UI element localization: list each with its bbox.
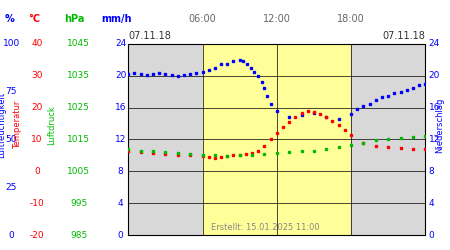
Text: 8: 8 <box>118 167 123 176</box>
Text: 4: 4 <box>429 198 435 207</box>
Text: 16: 16 <box>429 103 441 112</box>
Text: 20: 20 <box>115 71 126 80</box>
Text: 24: 24 <box>429 39 440 48</box>
Text: 995: 995 <box>70 198 87 207</box>
Text: 0: 0 <box>429 230 435 239</box>
Text: 25: 25 <box>5 183 17 192</box>
Text: 1005: 1005 <box>67 167 90 176</box>
Bar <box>128 44 202 235</box>
Text: 12:00: 12:00 <box>263 14 291 24</box>
Text: 75: 75 <box>5 87 17 96</box>
Bar <box>202 44 351 235</box>
Text: %: % <box>4 14 14 24</box>
Text: 12: 12 <box>115 135 126 144</box>
Text: Luftdruck: Luftdruck <box>47 105 56 145</box>
Text: 1025: 1025 <box>68 103 90 112</box>
Text: -20: -20 <box>30 230 44 239</box>
Text: 40: 40 <box>31 39 43 48</box>
Text: 1045: 1045 <box>68 39 90 48</box>
Text: 8: 8 <box>429 167 435 176</box>
Text: 50: 50 <box>5 135 17 144</box>
Text: °C: °C <box>28 14 40 24</box>
Text: 06:00: 06:00 <box>189 14 216 24</box>
Text: 20: 20 <box>31 103 43 112</box>
Text: 12: 12 <box>429 135 440 144</box>
Text: 0: 0 <box>118 230 123 239</box>
Text: hPa: hPa <box>64 14 85 24</box>
Text: 985: 985 <box>70 230 87 239</box>
Text: 4: 4 <box>118 198 123 207</box>
Text: -10: -10 <box>30 198 44 207</box>
Text: Erstellt: 15.01.2025 11:00: Erstellt: 15.01.2025 11:00 <box>212 224 320 232</box>
Text: 07.11.18: 07.11.18 <box>128 31 171 41</box>
Text: 24: 24 <box>115 39 126 48</box>
Text: 16: 16 <box>115 103 126 112</box>
Text: 0: 0 <box>34 167 40 176</box>
Text: 30: 30 <box>31 71 43 80</box>
Text: 20: 20 <box>429 71 440 80</box>
Text: 1035: 1035 <box>67 71 90 80</box>
Text: 100: 100 <box>3 39 20 48</box>
Text: mm/h: mm/h <box>101 14 131 24</box>
Text: Temperatur: Temperatur <box>14 101 22 149</box>
Text: 0: 0 <box>9 230 14 239</box>
Text: 10: 10 <box>31 135 43 144</box>
Text: 1015: 1015 <box>67 135 90 144</box>
Bar <box>351 44 425 235</box>
Text: Luftfeuchtigkeit: Luftfeuchtigkeit <box>0 92 6 158</box>
Text: 07.11.18: 07.11.18 <box>382 31 425 41</box>
Text: 18:00: 18:00 <box>337 14 365 24</box>
Text: Niederschlag: Niederschlag <box>436 97 445 153</box>
